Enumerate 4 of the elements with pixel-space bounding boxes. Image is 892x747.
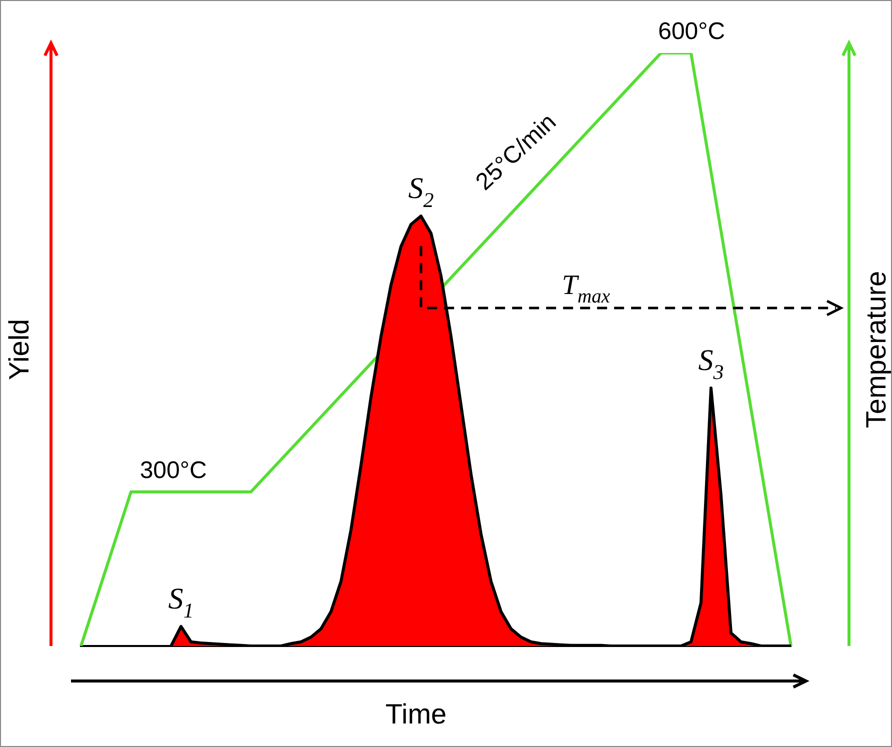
annotation: 300°C <box>140 456 207 484</box>
y-axis-title: Yield <box>4 318 35 380</box>
x-axis-title: Time <box>385 698 447 730</box>
text: 600°C <box>658 18 726 45</box>
